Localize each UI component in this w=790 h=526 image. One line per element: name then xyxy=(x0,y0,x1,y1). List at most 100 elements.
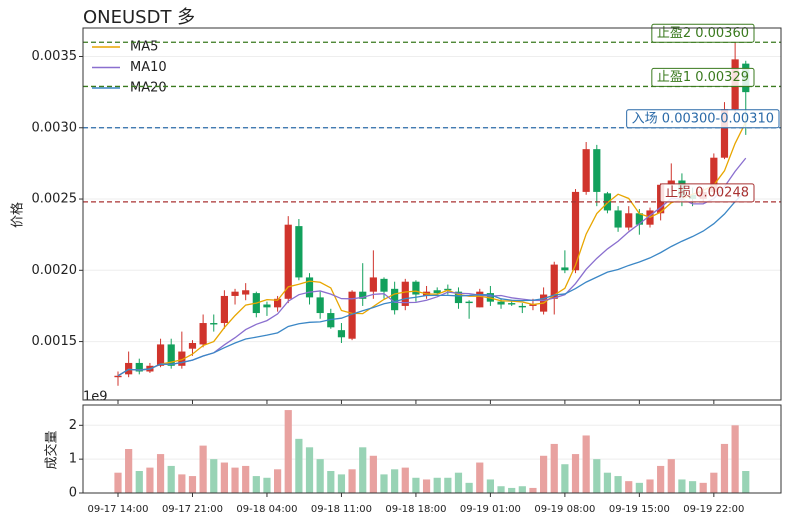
volume-bar xyxy=(454,472,463,493)
candle-body xyxy=(199,323,207,345)
x-tick-label: 09-18 18:00 xyxy=(385,504,446,515)
level-label: 止损 0.00248 xyxy=(665,185,749,200)
volume-bar xyxy=(667,459,675,493)
volume-bar xyxy=(625,481,633,493)
volume-bar xyxy=(742,471,750,493)
volume-bar xyxy=(518,486,526,493)
candle-body xyxy=(465,301,473,304)
candle-body xyxy=(635,213,643,225)
candle-body xyxy=(125,362,133,375)
candle-body xyxy=(391,288,399,311)
candle-body xyxy=(263,304,271,308)
volume-bar xyxy=(337,474,346,493)
volume-bar xyxy=(571,454,580,493)
volume-bar xyxy=(252,476,260,493)
candle-body xyxy=(274,298,282,308)
candle-body xyxy=(412,281,420,295)
x-tick-label: 09-19 15:00 xyxy=(609,504,670,515)
candle-body xyxy=(348,291,356,339)
candle-body xyxy=(529,304,537,306)
volume-bar xyxy=(646,479,654,493)
volume-bar xyxy=(635,482,643,493)
candle-body xyxy=(582,149,590,192)
x-tick-label: 09-19 01:00 xyxy=(460,504,521,515)
volume-bar xyxy=(433,477,441,493)
volume-bar xyxy=(274,469,282,493)
candle-body xyxy=(359,291,367,299)
candle-body xyxy=(135,362,143,372)
volume-bar xyxy=(348,469,356,493)
volume-bar xyxy=(688,481,697,493)
candle-body xyxy=(454,291,463,304)
level-label: 止盈1 0.00329 xyxy=(657,70,749,85)
candle-body xyxy=(497,301,505,305)
volume-bar xyxy=(401,467,409,493)
ma-line xyxy=(117,157,747,377)
volume-bar xyxy=(135,471,143,493)
candle-body xyxy=(444,288,452,291)
level-box xyxy=(651,67,755,87)
y-tick-label: 1 xyxy=(69,452,77,467)
x-tick-label: 09-19 08:00 xyxy=(534,504,595,515)
candle-body xyxy=(720,109,729,158)
volume-bar xyxy=(220,462,228,493)
volume-bar xyxy=(305,447,314,493)
y-tick-label: 0.0025 xyxy=(32,192,78,207)
candle-body xyxy=(337,330,346,338)
y-tick-label: 2 xyxy=(69,418,77,433)
y-tick-label: 0.0015 xyxy=(32,334,78,349)
level-box xyxy=(651,23,755,43)
volume-bar xyxy=(561,464,569,493)
volume-bar xyxy=(231,467,239,493)
candle-body xyxy=(476,291,484,308)
chart-title: ONEUSDT 多 xyxy=(83,7,195,28)
volume-bar xyxy=(465,482,473,493)
volume-bar xyxy=(657,465,665,493)
level-box xyxy=(659,183,755,203)
volume-bar xyxy=(327,471,335,493)
candle-body xyxy=(327,313,335,328)
volume-bar xyxy=(369,455,377,493)
volume-bar xyxy=(550,443,558,493)
volume-bar xyxy=(125,449,133,493)
candle-body xyxy=(561,267,569,271)
y-tick-label: 0.0020 xyxy=(32,263,78,278)
candle-body xyxy=(114,375,122,378)
volume-bar xyxy=(188,476,197,493)
candle-body xyxy=(380,278,388,292)
candle-body xyxy=(295,226,303,278)
volume-bar xyxy=(210,459,218,493)
candle-body xyxy=(667,180,675,185)
candle-body xyxy=(305,277,314,298)
volume-bar xyxy=(316,459,324,493)
volume-bar xyxy=(710,472,718,493)
x-tick-label: 09-17 21:00 xyxy=(162,504,223,515)
volume-bar xyxy=(603,472,612,493)
plot-frame xyxy=(82,27,782,401)
volume-bar xyxy=(412,477,420,493)
volume-bar xyxy=(167,465,175,493)
x-tick-label: 09-19 22:00 xyxy=(683,504,744,515)
volume-bar xyxy=(508,487,516,493)
candle-body xyxy=(284,224,292,299)
volume-bar xyxy=(146,467,154,493)
volume-bar xyxy=(178,474,186,493)
volume-bar xyxy=(444,477,452,493)
candle-body xyxy=(156,344,165,366)
volume-bar xyxy=(242,465,250,493)
volume-bar xyxy=(678,479,686,493)
candle-body xyxy=(167,344,175,366)
plot-frame xyxy=(82,404,782,494)
level-label: 入场 0.00300-0.00310 xyxy=(632,111,774,126)
volume-bar xyxy=(284,410,292,493)
candle-body xyxy=(571,191,580,271)
level-label: 止盈2 0.00360 xyxy=(657,26,749,41)
candle-body xyxy=(401,281,409,306)
volume-bar xyxy=(582,435,590,493)
volume-bar xyxy=(422,479,431,493)
volume-bar xyxy=(614,476,622,493)
x-tick-label: 09-18 11:00 xyxy=(311,504,372,515)
legend-label: MA5 xyxy=(130,40,158,55)
candle-body xyxy=(614,210,622,228)
